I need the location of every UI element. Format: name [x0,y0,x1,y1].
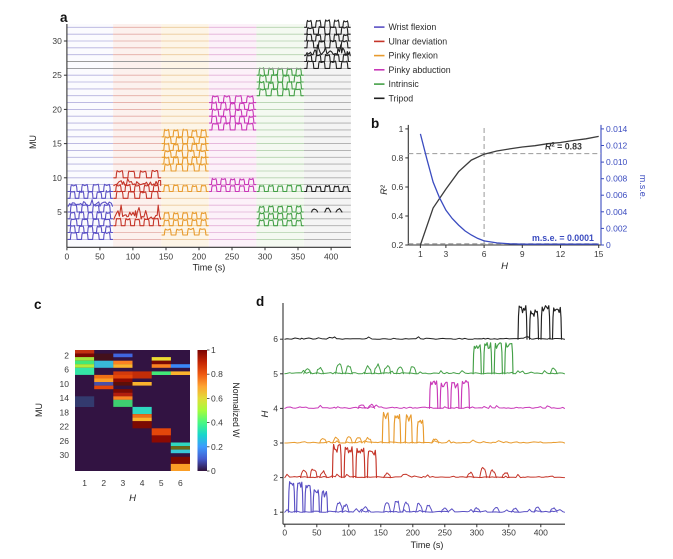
svg-text:0.010: 0.010 [606,157,628,167]
svg-text:H: H [260,410,271,417]
svg-text:0.008: 0.008 [606,174,628,184]
svg-text:22: 22 [60,422,70,432]
svg-text:3: 3 [273,438,278,448]
svg-text:6: 6 [64,365,69,375]
svg-text:10: 10 [60,379,70,389]
svg-text:12: 12 [556,249,566,259]
svg-text:26: 26 [60,436,70,446]
svg-text:1: 1 [418,249,423,259]
svg-text:0.012: 0.012 [606,141,628,151]
svg-text:100: 100 [342,528,356,538]
svg-text:c: c [34,297,42,312]
svg-text:9: 9 [520,249,525,259]
svg-text:0.2: 0.2 [391,240,403,250]
svg-text:350: 350 [502,528,516,538]
svg-text:6: 6 [178,478,183,488]
svg-text:150: 150 [159,251,173,261]
svg-text:15: 15 [594,249,604,259]
svg-text:350: 350 [291,251,305,261]
svg-text:30: 30 [52,36,62,46]
svg-text:a: a [60,10,68,25]
svg-text:0.4: 0.4 [391,211,403,221]
svg-text:0: 0 [606,240,611,250]
svg-text:0.8: 0.8 [391,153,403,163]
svg-text:0: 0 [65,251,70,261]
svg-text:Time (s): Time (s) [411,540,444,550]
svg-text:15: 15 [52,139,62,149]
svg-text:m.s.e. = 0.0001: m.s.e. = 0.0001 [532,233,594,243]
svg-text:0: 0 [282,528,287,538]
svg-text:0.8: 0.8 [211,369,223,379]
svg-text:30: 30 [60,450,70,460]
svg-text:0.006: 0.006 [606,190,628,200]
svg-text:250: 250 [438,528,452,538]
svg-text:b: b [371,116,379,131]
svg-text:25: 25 [52,70,62,80]
svg-text:0.014: 0.014 [606,124,628,134]
svg-text:Normalized W: Normalized W [231,382,241,438]
svg-text:Pinky abduction: Pinky abduction [389,65,451,75]
svg-text:1: 1 [211,345,216,355]
svg-text:3: 3 [444,249,449,259]
svg-text:Time (s): Time (s) [193,263,226,273]
svg-text:150: 150 [374,528,388,538]
svg-text:1: 1 [273,507,278,517]
svg-text:10: 10 [52,173,62,183]
svg-text:5: 5 [273,369,278,379]
svg-text:5: 5 [159,478,164,488]
svg-text:2: 2 [64,350,69,360]
svg-text:R²: R² [379,184,389,194]
svg-text:200: 200 [192,251,206,261]
svg-text:400: 400 [534,528,548,538]
svg-text:m.s.e.: m.s.e. [638,175,648,200]
svg-text:0.002: 0.002 [606,223,628,233]
svg-text:Pinky flexion: Pinky flexion [389,51,438,61]
svg-text:H: H [501,261,508,272]
svg-text:Ulnar deviation: Ulnar deviation [389,36,448,46]
svg-text:1: 1 [399,124,404,134]
svg-text:250: 250 [225,251,239,261]
svg-text:2: 2 [101,478,106,488]
svg-text:4: 4 [140,478,145,488]
svg-text:14: 14 [60,393,70,403]
svg-text:18: 18 [60,407,70,417]
svg-text:400: 400 [324,251,338,261]
svg-text:6: 6 [273,334,278,344]
svg-text:R2 = 0.83: R2 = 0.83 [545,142,582,152]
svg-text:4: 4 [273,403,278,413]
svg-text:d: d [256,294,264,309]
svg-text:50: 50 [312,528,322,538]
svg-text:0.004: 0.004 [606,207,628,217]
svg-text:Wrist flexion: Wrist flexion [389,22,437,32]
svg-text:MU: MU [28,135,38,149]
svg-text:20: 20 [52,104,62,114]
svg-text:H: H [129,493,136,504]
svg-text:50: 50 [95,251,105,261]
svg-text:0.6: 0.6 [211,393,223,403]
svg-text:MU: MU [34,403,44,417]
svg-text:300: 300 [258,251,272,261]
svg-text:0.2: 0.2 [211,442,223,452]
svg-text:6: 6 [482,249,487,259]
svg-text:Tripod: Tripod [389,93,414,103]
svg-text:200: 200 [406,528,420,538]
svg-text:100: 100 [126,251,140,261]
svg-text:0: 0 [211,466,216,476]
svg-text:3: 3 [121,478,126,488]
svg-text:Intrinsic: Intrinsic [389,79,420,89]
svg-text:300: 300 [470,528,484,538]
svg-text:5: 5 [57,207,62,217]
svg-text:0.6: 0.6 [391,182,403,192]
svg-text:2: 2 [273,473,278,483]
svg-text:0.4: 0.4 [211,418,223,428]
svg-text:1: 1 [82,478,87,488]
